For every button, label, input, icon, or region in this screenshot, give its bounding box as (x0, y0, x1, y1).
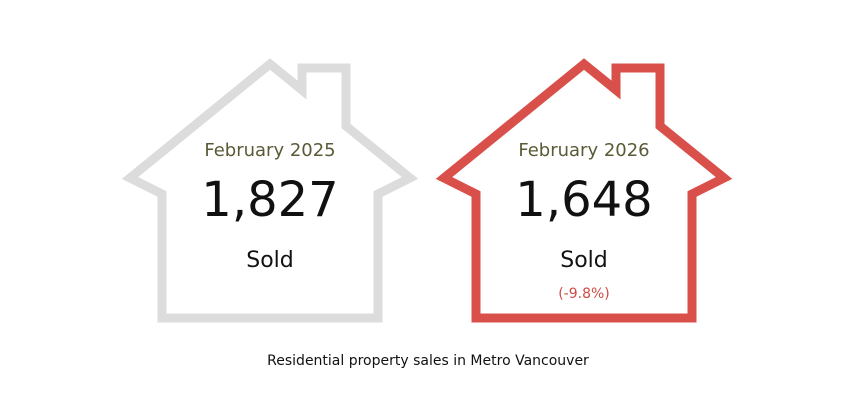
caption: Residential property sales in Metro Vanc… (267, 353, 589, 369)
period-label: February 2025 (204, 140, 335, 161)
house-outline (121, 58, 419, 323)
house-outline (435, 58, 733, 323)
sales-value: 1,648 (515, 172, 652, 228)
unit-label: Sold (246, 248, 294, 273)
period-label: February 2026 (518, 140, 649, 161)
sales-value: 1,827 (201, 172, 338, 228)
change-label: (-9.8%) (558, 286, 610, 302)
unit-label: Sold (560, 248, 608, 273)
